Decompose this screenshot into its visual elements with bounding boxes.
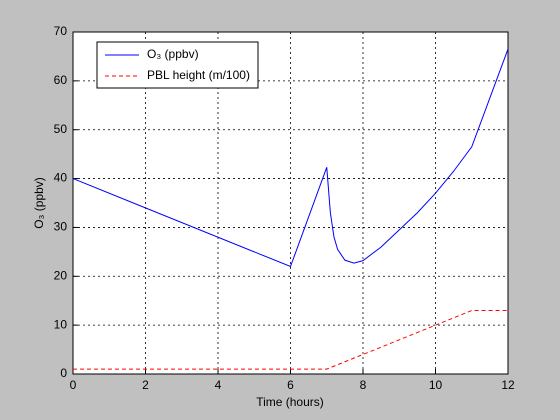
legend-label: PBL height (m/100) [147, 68, 250, 82]
x-tick-label: 4 [215, 378, 222, 392]
x-tick-label: 8 [360, 378, 367, 392]
legend-label: O₃ (ppbv) [147, 47, 199, 61]
y-tick-label: 30 [54, 220, 68, 234]
x-tick-label: 10 [429, 378, 443, 392]
axes-box [72, 31, 509, 375]
x-axis-label: Time (hours) [256, 395, 324, 409]
line-series [72, 48, 509, 268]
y-axis-label: O₃ (ppbv) [32, 177, 46, 229]
y-tick-label: 60 [54, 73, 68, 87]
x-tick-label: 2 [142, 378, 149, 392]
x-tick-label: 6 [287, 378, 294, 392]
y-tick-label: 10 [54, 317, 68, 331]
y-tick-label: 0 [60, 366, 67, 380]
x-tick-label: 12 [501, 378, 515, 392]
line-series [73, 309, 508, 370]
y-tick-label: 20 [54, 268, 68, 282]
x-tick-label: 0 [70, 378, 77, 392]
legend-box [96, 41, 259, 89]
y-tick-label: 40 [54, 171, 68, 185]
y-tick-label: 50 [54, 122, 68, 136]
y-tick-label: 70 [54, 24, 68, 38]
